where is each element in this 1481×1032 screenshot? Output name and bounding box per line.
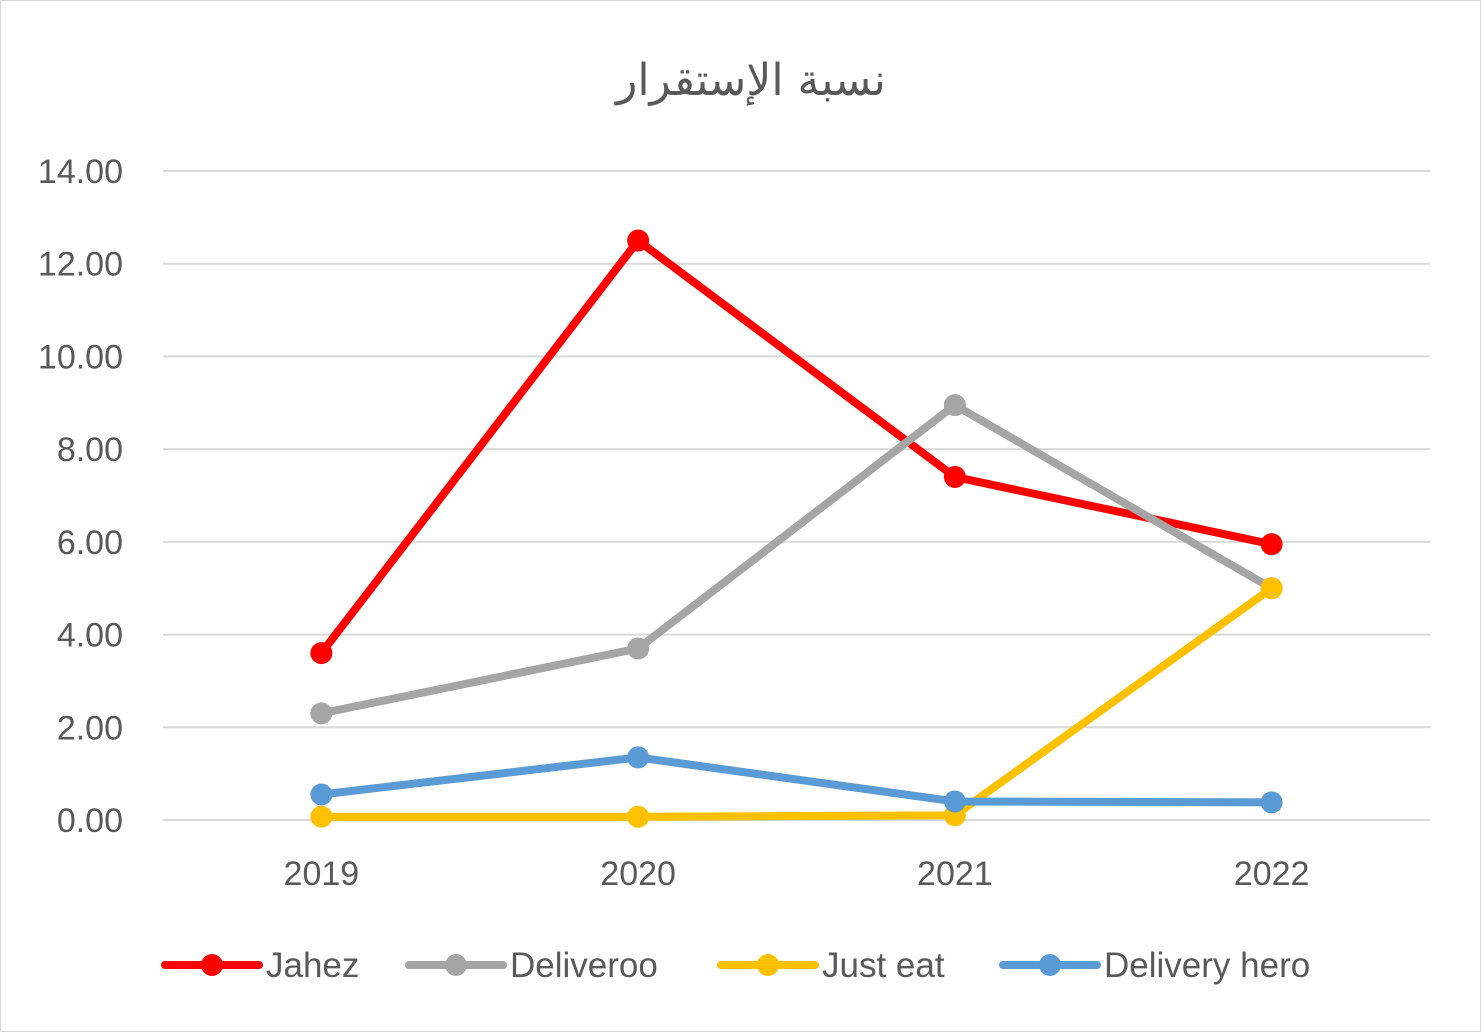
legend-label: Just eat [822, 946, 945, 985]
data-point [627, 805, 650, 828]
x-axis-ticks: 2019 2020 2021 2022 [284, 855, 1310, 893]
series-just-eat [310, 577, 1283, 828]
x-tick-label: 2020 [600, 855, 676, 893]
data-point [943, 465, 966, 488]
legend-label: Deliveroo [510, 946, 658, 985]
data-point [1260, 791, 1283, 814]
legend-item: Deliveroo [405, 946, 658, 985]
series-deliveroo [310, 394, 1283, 725]
y-tick-label: 0.00 [57, 802, 123, 840]
y-tick-label: 14.00 [38, 153, 123, 191]
data-point [627, 746, 650, 769]
legend-item: Delivery hero [999, 946, 1310, 985]
data-point [1260, 577, 1283, 600]
series-line [317, 584, 1276, 821]
series-line [317, 236, 1276, 658]
y-tick-label: 2.00 [57, 709, 123, 747]
series-jahez [310, 229, 1283, 665]
y-tick-label: 8.00 [57, 431, 123, 469]
series-line [317, 753, 1276, 807]
data-point [310, 805, 333, 828]
legend: Jahez Deliveroo Just eat Delivery hero [161, 946, 1310, 985]
series-line [317, 401, 1276, 718]
y-tick-label: 6.00 [57, 524, 123, 562]
legend-label: Jahez [266, 946, 359, 985]
series-delivery-hero [310, 746, 1283, 814]
y-tick-label: 10.00 [38, 338, 123, 376]
y-tick-label: 12.00 [38, 246, 123, 284]
x-tick-label: 2022 [1234, 855, 1310, 893]
legend-item: Jahez [161, 946, 359, 985]
chart-title: نسبة الإستقرار [614, 55, 886, 106]
legend-marker [757, 954, 779, 976]
data-point [943, 790, 966, 813]
data-point [1260, 533, 1283, 556]
gridlines [163, 170, 1430, 821]
data-point [627, 637, 650, 660]
series-group [310, 229, 1283, 828]
legend-marker [1039, 954, 1061, 976]
y-axis-ticks: 0.00 2.00 4.00 6.00 8.00 10.00 12.00 14.00 [38, 153, 123, 840]
legend-marker [445, 954, 467, 976]
legend-marker [201, 954, 223, 976]
legend-label: Delivery hero [1104, 946, 1310, 985]
data-point [627, 229, 650, 252]
y-tick-label: 4.00 [57, 617, 123, 655]
x-tick-label: 2021 [917, 855, 993, 893]
data-point [310, 702, 333, 725]
x-tick-label: 2019 [284, 855, 360, 893]
data-point [310, 783, 333, 806]
legend-item: Just eat [717, 946, 945, 985]
data-point [310, 642, 333, 665]
data-point [943, 394, 966, 417]
